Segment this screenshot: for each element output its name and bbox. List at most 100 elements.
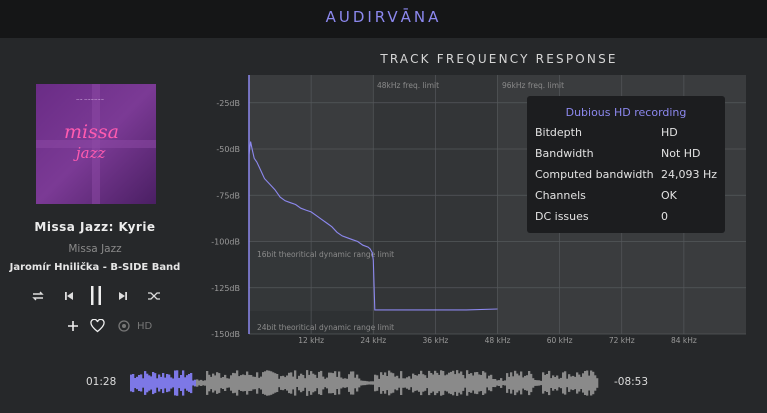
waveform-bar	[420, 370, 423, 396]
waveform-bar	[236, 370, 239, 396]
waveform-bar	[376, 375, 379, 391]
waveform-bar	[148, 375, 151, 391]
waveform-bar	[510, 372, 513, 394]
waveform-bar	[410, 378, 413, 388]
analysis-key: DC issues	[535, 210, 589, 223]
heart-icon[interactable]	[90, 319, 105, 333]
waveform-bar	[468, 374, 471, 392]
shuffle-icon[interactable]	[147, 290, 161, 302]
waveform-bar	[224, 374, 227, 391]
analysis-key: Bandwidth	[535, 147, 594, 160]
waveform-bar	[154, 373, 157, 393]
waveform-bar	[570, 376, 573, 390]
waveform-bar	[230, 375, 233, 391]
waveform-bar	[146, 373, 149, 393]
waveform-bar	[412, 373, 415, 393]
waveform-bar	[500, 378, 503, 388]
analysis-row: DC issues 0	[535, 210, 725, 228]
waveform-bar	[256, 372, 259, 394]
waveform-bar	[440, 370, 443, 396]
hd-badge: HD	[137, 321, 153, 332]
waveform-bar	[168, 374, 171, 392]
waveform-bar	[594, 375, 597, 391]
waveform-bar	[432, 374, 435, 392]
analysis-row: Channels OK	[535, 189, 725, 207]
waveform-bar	[482, 371, 485, 395]
waveform-bar	[514, 370, 517, 396]
quality-icon[interactable]	[118, 320, 130, 332]
waveform-bar	[366, 381, 369, 385]
waveform-bar	[350, 371, 353, 395]
waveform-bar	[536, 380, 539, 386]
waveform-bar	[264, 371, 267, 395]
waveform-bar	[374, 374, 377, 392]
waveform-bar	[206, 371, 209, 395]
waveform-bar	[494, 379, 497, 388]
waveform-bar	[186, 375, 189, 391]
waveform-bar	[274, 373, 277, 393]
waveform-bar	[538, 380, 541, 386]
waveform-bar	[368, 381, 371, 385]
album-cover[interactable]: missa jazz ~~ ~~~~~~	[36, 84, 156, 204]
waveform-bar	[240, 375, 243, 391]
analysis-value: OK	[661, 189, 677, 202]
waveform-bar	[258, 377, 261, 389]
artist-name[interactable]: Jaromír Hnilička - B-SIDE Band	[9, 262, 181, 273]
x-tick-label: 36 kHz	[422, 336, 448, 345]
previous-icon[interactable]	[63, 290, 75, 302]
waveform-bar	[580, 376, 583, 389]
waveform-bar	[174, 370, 177, 396]
waveform-bar	[414, 375, 417, 391]
album-name[interactable]: Missa Jazz	[68, 243, 122, 255]
waveform-bar	[284, 377, 287, 389]
waveform-bar	[388, 370, 391, 396]
analysis-row: Bandwidth Not HD	[535, 147, 725, 165]
next-icon[interactable]	[117, 290, 129, 302]
range-label-24bit: 24bit theoritical dynamic range limit	[257, 323, 394, 332]
waveform-bar	[506, 373, 509, 393]
waveform-bar	[252, 376, 255, 390]
waveform-bar	[564, 371, 567, 395]
waveform-bar	[316, 377, 319, 389]
waveform-bar	[164, 377, 167, 389]
waveform-bar	[280, 376, 283, 390]
waveform-bar	[306, 370, 309, 396]
waveform-bar	[172, 378, 175, 388]
waveform-bar	[472, 375, 475, 391]
x-tick-label: 84 kHz	[671, 336, 697, 345]
waveform-bar	[434, 370, 437, 396]
waveform-bar	[524, 375, 527, 391]
analysis-value: 24,093 Hz	[661, 168, 718, 181]
x-tick-label: 48 kHz	[485, 336, 511, 345]
waveform-bar	[296, 378, 299, 387]
waveform-bar	[504, 380, 507, 386]
chart-title: TRACK FREQUENCY RESPONSE	[380, 52, 618, 66]
waveform-bar	[210, 376, 213, 390]
waveform-bar	[592, 371, 595, 395]
waveform-bar	[486, 378, 489, 388]
analysis-panel: Dubious HD recording Bitdepth HD Bandwid…	[527, 96, 725, 233]
waveform-bar	[438, 374, 441, 392]
waveform-bar	[356, 374, 359, 392]
waveform-bar	[248, 374, 251, 391]
waveform-bar	[528, 371, 531, 396]
waveform-bar	[208, 374, 211, 392]
waveform-bar	[314, 374, 317, 392]
pause-icon[interactable]	[88, 285, 104, 306]
waveform-bar	[326, 377, 329, 389]
waveform-bar	[542, 372, 545, 394]
waveform-bar	[358, 378, 361, 388]
app-logo: AUDIRVĀNA	[325, 8, 442, 26]
analysis-row: Computed bandwidth 24,093 Hz	[535, 168, 725, 186]
repeat-icon[interactable]	[31, 290, 45, 302]
add-icon[interactable]	[67, 320, 79, 332]
waveform-bar	[352, 371, 355, 395]
waveform-bar	[220, 377, 223, 389]
waveform-bar	[496, 380, 499, 386]
waveform-bar	[460, 371, 463, 395]
waveform-bar	[586, 370, 589, 396]
waveform-bar	[170, 377, 173, 389]
waveform-bar	[192, 380, 195, 386]
waveform-bar	[156, 378, 159, 388]
